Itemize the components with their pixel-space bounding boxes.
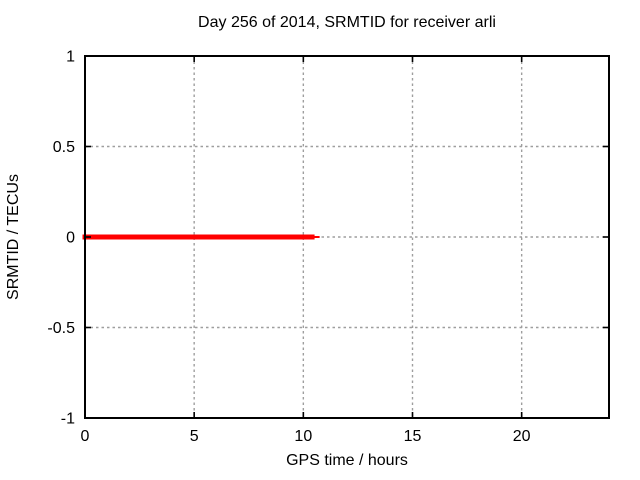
- y-tick-label: -1: [61, 411, 75, 428]
- y-tick-label: 0.5: [53, 139, 75, 156]
- y-tick-label: -0.5: [47, 320, 75, 337]
- x-tick-label: 15: [404, 428, 422, 445]
- y-tick-label: 1: [66, 49, 75, 66]
- x-tick-label: 20: [513, 428, 531, 445]
- x-tick-label: 10: [294, 428, 312, 445]
- chart-title: Day 256 of 2014, SRMTID for receiver arl…: [198, 14, 496, 31]
- x-axis-label: GPS time / hours: [286, 452, 408, 469]
- x-tick-label: 5: [190, 428, 199, 445]
- x-tick-label: 0: [81, 428, 90, 445]
- y-tick-label: 0: [66, 230, 75, 247]
